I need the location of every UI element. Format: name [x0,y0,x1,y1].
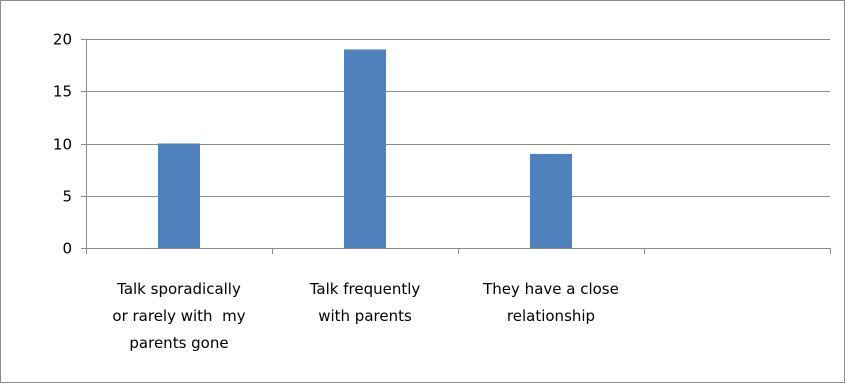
x-category-label: Talk sporadically [116,280,241,298]
bar [530,153,572,248]
x-category-label: relationship [507,307,595,325]
x-category-label: parents gone [129,334,228,352]
x-category-label: with parents [318,307,412,325]
gridlines [86,39,830,197]
x-category-label: Talk frequently [309,280,421,298]
bar [158,143,200,248]
y-tick-label: 10 [53,136,72,154]
y-tick-label: 5 [62,188,72,206]
y-tick-label: 15 [53,83,72,101]
y-tick-label: 20 [53,31,72,49]
x-category-label: They have a close [482,280,619,298]
y-tick-label: 0 [62,240,72,258]
axes [81,39,831,254]
labels: 0 5 10 15 20 Talk sporadically or rarely with … [53,31,619,353]
bar [344,49,386,249]
bars [158,49,572,249]
x-category-label: or rarely with my [112,307,245,325]
